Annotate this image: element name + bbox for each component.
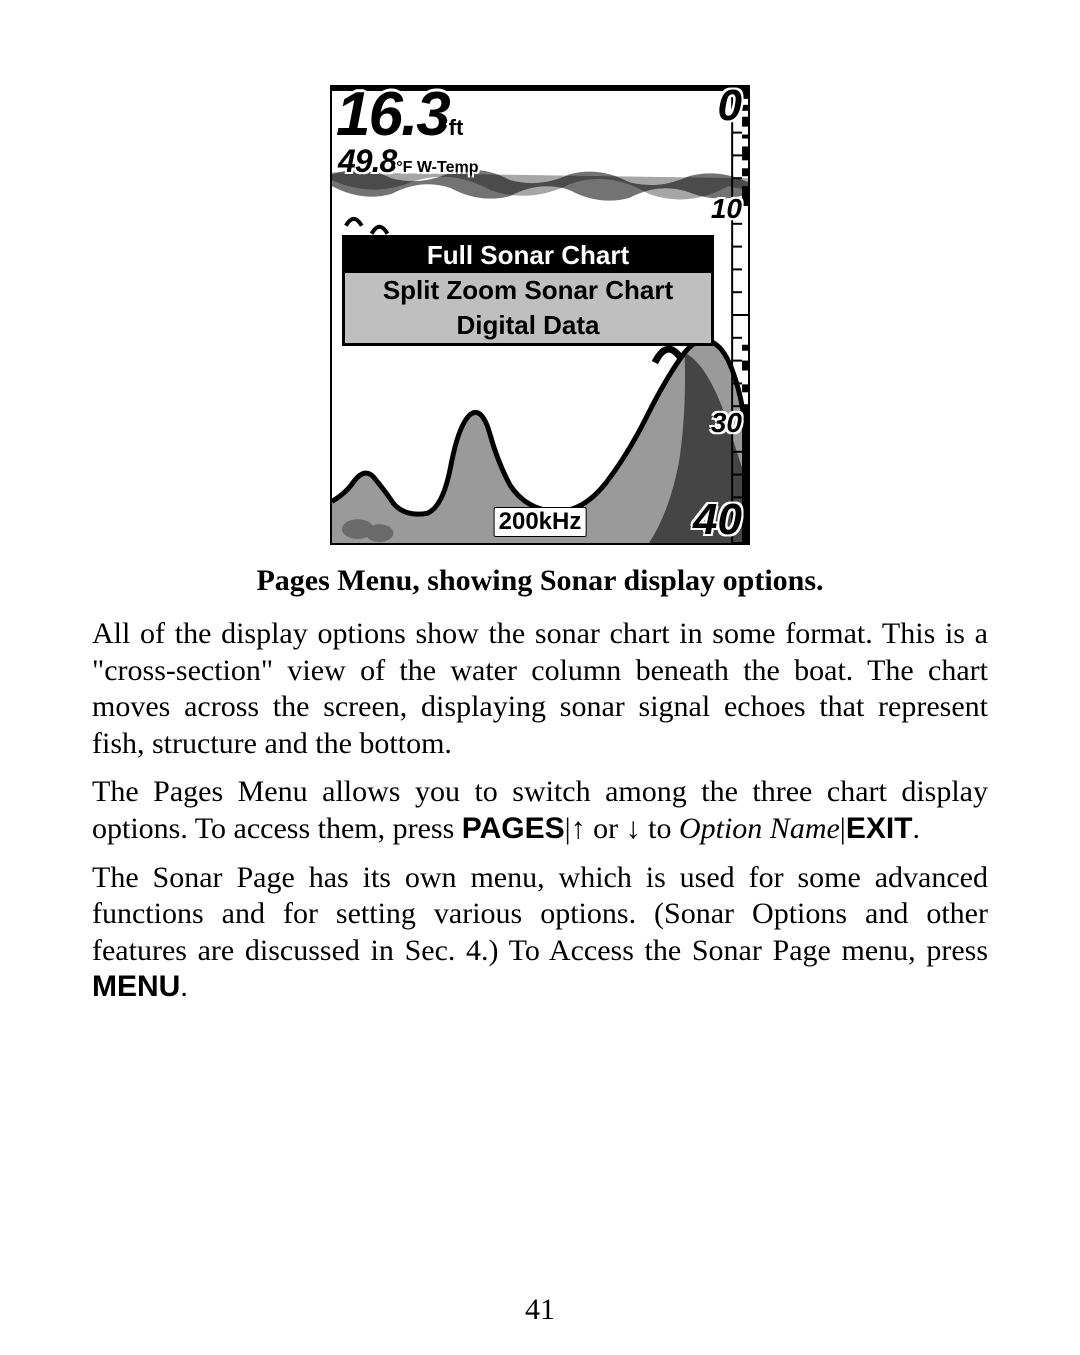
depth-unit: ft [449, 115, 464, 140]
paragraph-1: All of the display options show the sona… [92, 616, 988, 762]
p3-text-b: . [180, 970, 188, 1003]
manual-page: 16.3ft 49.8°F W-Temp 0 10 30 40 200kHz F… [0, 0, 1080, 1355]
arrow-down-icon: ↓ [626, 812, 641, 845]
depth-readout: 16.3ft [336, 85, 463, 150]
paragraph-3: The Sonar Page has its own menu, which i… [92, 860, 988, 1006]
p2-text-f: . [913, 812, 921, 845]
menu-item-label: Split Zoom Sonar Chart [383, 275, 673, 305]
scale-10: 10 [711, 193, 742, 225]
menu-item-split-zoom[interactable]: Split Zoom Sonar Chart [345, 273, 711, 308]
sonar-screenshot: 16.3ft 49.8°F W-Temp 0 10 30 40 200kHz F… [330, 85, 750, 545]
key-menu: MENU [92, 970, 180, 1003]
p3-text-a: The Sonar Page has its own menu, which i… [92, 861, 988, 967]
scale-40: 40 [693, 495, 742, 545]
scale-0: 0 [718, 85, 742, 131]
paragraph-2: The Pages Menu allows you to switch amon… [92, 774, 988, 847]
page-number: 41 [0, 1293, 1080, 1327]
key-pages: PAGES [462, 812, 565, 845]
frequency-label: 200kHz [494, 507, 587, 537]
menu-item-digital-data[interactable]: Digital Data [345, 308, 711, 343]
arrow-up-icon: ↑ [571, 812, 586, 845]
temp-value: 49.8 [338, 143, 396, 179]
scale-30: 30 [711, 407, 742, 439]
pages-menu: Full Sonar Chart Split Zoom Sonar Chart … [342, 235, 714, 346]
key-exit: EXIT [846, 812, 913, 845]
figure-wrapper: 16.3ft 49.8°F W-Temp 0 10 30 40 200kHz F… [92, 85, 988, 550]
p2-text-c: or [586, 812, 626, 845]
p2-text-d: to [641, 812, 679, 845]
menu-item-label: Digital Data [456, 310, 599, 340]
option-name-placeholder: Option Name [679, 812, 840, 845]
figure-caption: Pages Menu, showing Sonar display option… [92, 564, 988, 598]
menu-item-full-sonar[interactable]: Full Sonar Chart [345, 238, 711, 273]
depth-value: 16.3 [336, 85, 449, 149]
temp-unit: °F W-Temp [396, 159, 478, 176]
temp-readout: 49.8°F W-Temp [338, 143, 479, 180]
menu-item-label: Full Sonar Chart [427, 240, 629, 270]
